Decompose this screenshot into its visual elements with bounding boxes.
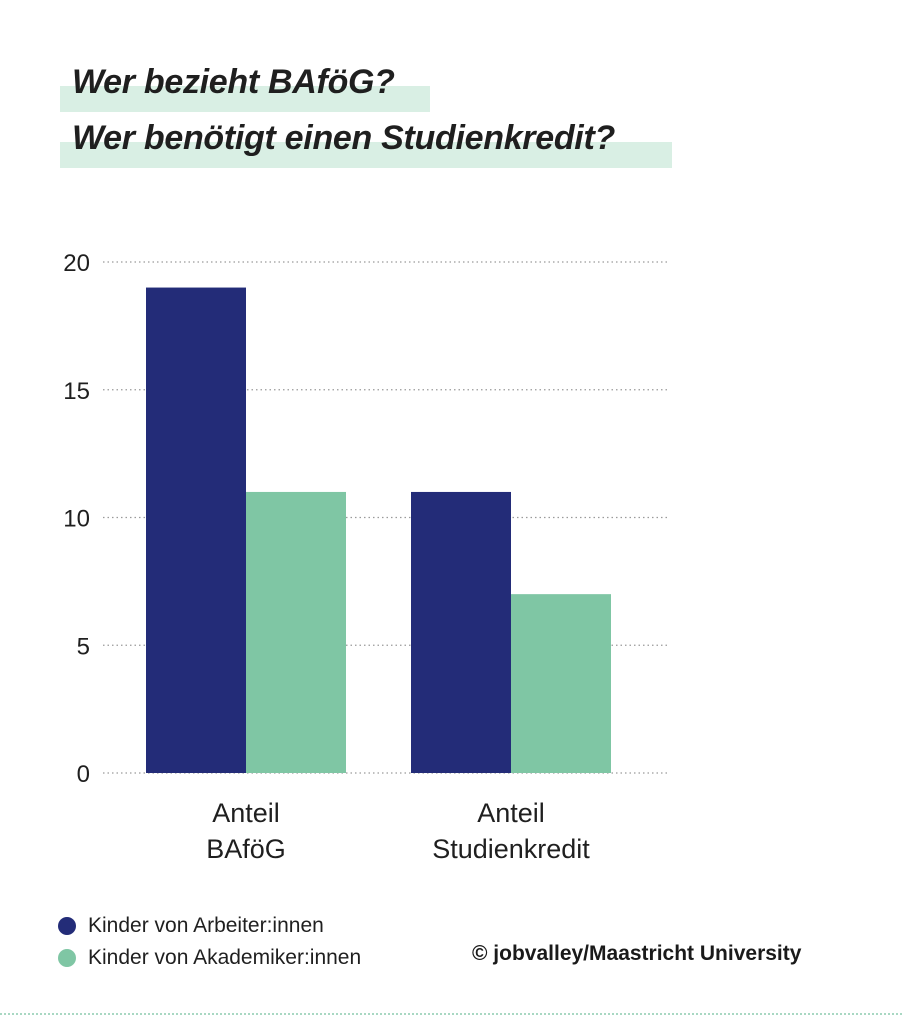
- y-tick-label-5: 5: [77, 633, 90, 660]
- bar-akademiker-0: [246, 491, 346, 773]
- legend-label-arbeiter: Kinder von Arbeiter:innen: [88, 914, 324, 937]
- legend-swatch-arbeiter: [58, 917, 76, 935]
- x-category-label-1-0: Anteil: [477, 798, 545, 828]
- legend-item-akademiker: Kinder von Akademiker:innen: [58, 942, 361, 974]
- title-highlight-2: [60, 142, 672, 168]
- x-category-label-0-0: Anteil: [212, 798, 280, 828]
- title-highlight-1: [60, 86, 430, 112]
- x-category-label-0-1: BAföG: [206, 834, 286, 864]
- y-tick-label-20: 20: [63, 250, 90, 277]
- x-category-label-1-1: Studienkredit: [432, 834, 590, 864]
- copyright-notice: © jobvalley/Maastricht University: [472, 942, 802, 965]
- title-line-2: Wer benötigt einen Studienkredit?: [60, 114, 672, 170]
- title-line-1: Wer bezieht BAföG?: [60, 58, 615, 114]
- y-tick-label-10: 10: [63, 506, 90, 533]
- bar-arbeiter-1: [411, 491, 511, 773]
- legend-label-akademiker: Kinder von Akademiker:innen: [88, 946, 362, 969]
- y-tick-label-15: 15: [63, 378, 90, 405]
- bar-akademiker-1: [511, 594, 611, 773]
- legend: Kinder von Arbeiter:innen Kinder von Aka…: [58, 910, 361, 974]
- legend-item-arbeiter: Kinder von Arbeiter:innen: [58, 910, 361, 942]
- legend-swatch-akademiker: [58, 949, 76, 967]
- chart-title: Wer bezieht BAföG? Wer benötigt einen St…: [60, 58, 672, 170]
- bar-chart: 0 5 10 15 20 Anteil BAföG Anteil Studienkredit: [63, 250, 668, 864]
- bar-arbeiter-0: [146, 287, 246, 773]
- title-line-2-text: Wer benötigt einen Studienkredit?: [72, 119, 615, 157]
- bottom-divider: [0, 1013, 902, 1015]
- y-tick-label-0: 0: [77, 761, 90, 788]
- title-line-1-text: Wer bezieht BAföG?: [72, 63, 395, 101]
